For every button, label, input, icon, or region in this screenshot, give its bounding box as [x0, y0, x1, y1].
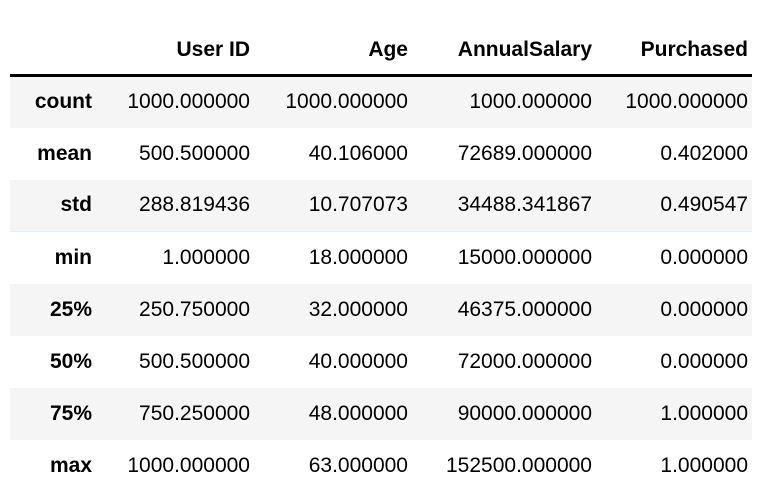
table-cell: 0.000000 — [660, 245, 748, 269]
row-label: mean — [37, 141, 92, 165]
table-cell: 1000.000000 — [127, 90, 250, 114]
table-cell: 34488.341867 — [412, 179, 596, 232]
table-cell: 152500.000000 — [446, 453, 592, 477]
table-cell: 40.000000 — [308, 349, 408, 373]
index-header — [10, 26, 96, 77]
table-cell: 0.000000 — [660, 297, 748, 321]
table-cell: 15000.000000 — [457, 245, 592, 269]
table-row: min 1.000000 18.000000 15000.000000 0.00… — [10, 231, 752, 284]
table-row: count 1000.000000 1000.000000 1000.00000… — [10, 75, 752, 128]
table-row: 50% 500.500000 40.000000 72000.000000 0.… — [10, 335, 752, 388]
table-cell: 48.000000 — [308, 401, 408, 425]
table-body: count 1000.000000 1000.000000 1000.00000… — [10, 75, 752, 492]
row-label: min — [54, 245, 92, 269]
row-label: count — [34, 90, 92, 114]
table-cell: 72689.000000 — [457, 141, 592, 165]
table-cell: 63.000000 — [308, 453, 408, 477]
row-label: 50% — [49, 349, 92, 373]
column-header-age: Age — [254, 26, 412, 77]
column-header-purchased: Purchased — [596, 26, 752, 77]
table-row: mean 500.500000 40.106000 72689.000000 0… — [10, 127, 752, 180]
column-header-annual-salary: AnnualSalary — [412, 26, 596, 77]
table-cell: 32.000000 — [308, 297, 408, 321]
table-cell: 0.490547 — [596, 179, 752, 232]
table-cell: 1.000000 — [660, 401, 748, 425]
table-header: User ID Age AnnualSalary Purchased — [10, 26, 752, 77]
table-cell: 1000.000000 — [285, 90, 408, 114]
row-label: 25% — [49, 297, 92, 321]
describe-table: User ID Age AnnualSalary Purchased count… — [10, 26, 752, 492]
table-row: std 288.819436 10.707073 34488.341867 0.… — [10, 179, 752, 232]
table-row: max 1000.000000 63.000000 152500.000000 … — [10, 439, 752, 492]
table-cell: 750.250000 — [139, 401, 250, 425]
table-cell: 1.000000 — [660, 453, 748, 477]
table-cell: 500.500000 — [139, 349, 250, 373]
table-cell: 1000.000000 — [127, 453, 250, 477]
row-label: std — [10, 179, 96, 232]
table-cell: 40.106000 — [308, 141, 408, 165]
table-cell: 288.819436 — [96, 179, 254, 232]
header-row: User ID Age AnnualSalary Purchased — [10, 26, 752, 77]
table-cell: 46375.000000 — [457, 297, 592, 321]
row-label: 75% — [49, 401, 92, 425]
table-cell: 0.402000 — [660, 141, 748, 165]
describe-table-container: User ID Age AnnualSalary Purchased count… — [10, 26, 752, 492]
row-label: max — [49, 453, 92, 477]
table-cell: 250.750000 — [139, 297, 250, 321]
table-cell: 18.000000 — [308, 245, 408, 269]
table-row: 25% 250.750000 32.000000 46375.000000 0.… — [10, 283, 752, 336]
table-cell: 1.000000 — [162, 245, 250, 269]
table-cell: 90000.000000 — [457, 401, 592, 425]
table-cell: 500.500000 — [139, 141, 250, 165]
table-cell: 10.707073 — [254, 179, 412, 232]
table-cell: 1000.000000 — [469, 90, 592, 114]
table-cell: 0.000000 — [660, 349, 748, 373]
table-cell: 72000.000000 — [457, 349, 592, 373]
table-cell: 1000.000000 — [625, 90, 748, 114]
column-header-user-id: User ID — [96, 26, 254, 77]
table-row: 75% 750.250000 48.000000 90000.000000 1.… — [10, 387, 752, 440]
